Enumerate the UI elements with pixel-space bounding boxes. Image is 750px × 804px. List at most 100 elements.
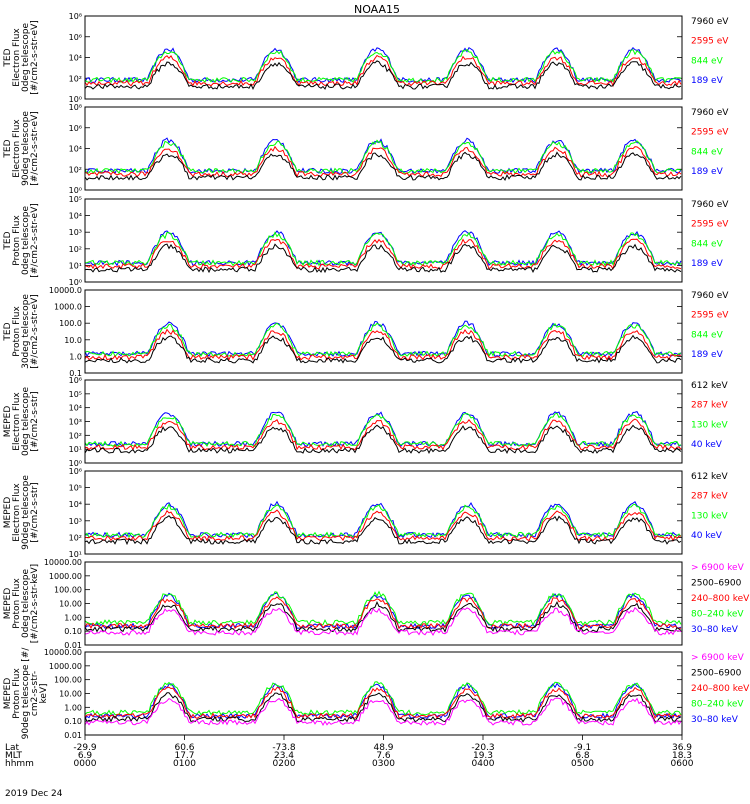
panel-8-frame <box>84 651 683 736</box>
panel-4-trace <box>85 322 682 358</box>
panel-7-ylabel: MEPEDProton Flux0deg telescope[#/cm2-s-s… <box>3 564 40 643</box>
panel-8-trace <box>85 686 682 720</box>
xaxis-tick-label: -20.3 <box>471 743 494 753</box>
panel-7-legend-entry: > 6900 keV <box>691 563 745 573</box>
panel-7-ytick: 0.01 <box>64 641 82 650</box>
panel-8-ytick: 10.00 <box>59 690 82 699</box>
panel-4-trace <box>85 320 682 358</box>
panel-2: TEDElectron Flux90deg telescope[#/cm2-s-… <box>3 103 729 195</box>
panel-5-legend-entry: 612 keV <box>691 381 728 391</box>
panel-2-trace <box>85 145 682 178</box>
panel-1-trace <box>85 48 682 84</box>
panel-1-ytick: 10⁰ <box>69 95 82 104</box>
panel-1-frame <box>84 15 683 100</box>
panel-3: TEDProton Flux0deg telescope[#/cm2-s-str… <box>3 195 729 287</box>
panel-8-ytick: 1.00 <box>64 703 82 712</box>
panel-5-ytick: 10⁴ <box>69 404 82 413</box>
panel-5-legend-entry: 40 keV <box>691 440 723 450</box>
panel-1-ytick: 10² <box>69 74 82 83</box>
panel-3-ylabel: TEDProton Flux0deg telescope[#/cm2-s-str… <box>3 203 40 278</box>
panel-2-ylabel: TEDElectron Flux90deg telescope[#/cm2-s-… <box>3 111 40 186</box>
panel-3-trace <box>85 238 682 270</box>
panel-7-trace <box>85 600 682 633</box>
panel-8-legend-entry: 2500–6900 <box>691 669 742 679</box>
panel-4-legend-entry: 189 eV <box>691 350 724 360</box>
xaxis-tick-label: 0100 <box>173 759 196 769</box>
panel-8-legend-entry: 240–800 keV <box>691 684 750 694</box>
panel-3-trace <box>85 231 682 267</box>
panel-3-legend-entry: 189 eV <box>691 259 724 269</box>
panel-3-ytick: 10² <box>69 245 82 254</box>
panel-5-ytick: 10² <box>69 431 82 440</box>
xaxis-tick-label: 0000 <box>74 759 97 769</box>
panel-2-ytick: 10⁰ <box>69 186 82 195</box>
panel-3-legend-entry: 844 eV <box>691 239 724 249</box>
panel-5: MEPEDElectron Flux0deg telescope[#/cm2-s… <box>3 376 728 468</box>
panel-6-trace <box>85 500 682 539</box>
panel-1-ytick: 10⁴ <box>69 54 82 63</box>
panel-7-ytick: 1.00 <box>64 613 82 622</box>
panel-8-ytick: 0.10 <box>64 717 82 726</box>
panel-5-trace <box>85 412 682 448</box>
panel-6-ytick: 10¹ <box>69 550 82 559</box>
panel-3-ytick: 10⁴ <box>69 212 82 221</box>
panel-8-trace <box>85 692 682 723</box>
panel-4-ytick: 1.0 <box>69 352 82 361</box>
panel-5-ytick: 10⁵ <box>69 390 82 399</box>
panel-6-legend-entry: 287 keV <box>691 492 728 502</box>
panel-4-ytick: 1000.0 <box>54 303 82 312</box>
xaxis-tick-label: 7.6 <box>376 751 391 761</box>
xaxis-tick-label: 17.7 <box>174 751 194 761</box>
panel-7-legend-entry: 30–80 keV <box>691 625 739 635</box>
panel-4-legend-entry: 844 eV <box>691 330 724 340</box>
panel-4-frame <box>84 289 683 374</box>
panel-3-frame <box>84 198 683 283</box>
panel-5-ytick: 10¹ <box>69 445 82 454</box>
panel-6-ytick: 10⁵ <box>69 484 82 493</box>
panel-4-ytick: 10000.0 <box>49 286 82 295</box>
xaxis-tick-label: 60.6 <box>174 743 194 753</box>
panel-1-trace <box>85 60 682 90</box>
xaxis-row-label: Lat <box>5 743 20 753</box>
panel-6-ytick: 10² <box>69 533 82 542</box>
xaxis-tick-label: -73.8 <box>272 743 296 753</box>
panel-2-legend-entry: 189 eV <box>691 167 724 177</box>
panel-5-legend-entry: 287 keV <box>691 401 728 411</box>
panel-7-legend-entry: 240–800 keV <box>691 594 750 604</box>
panel-6-trace <box>85 509 682 542</box>
panel-8-trace <box>85 681 682 716</box>
panel-8: MEPEDProton Flux90deg telescope [#/cm2-s… <box>3 647 750 740</box>
panel-6-ytick: 10⁶ <box>69 467 82 476</box>
panel-5-ytick: 10³ <box>69 418 82 427</box>
panel-6-trace <box>85 502 682 539</box>
panel-7-ytick: 1000.00 <box>49 572 82 581</box>
panel-2-trace <box>85 139 682 175</box>
panel-8-legend-entry: > 6900 keV <box>691 653 745 663</box>
panel-4-ytick: 100.0 <box>59 319 82 328</box>
panel-1-legend-entry: 189 eV <box>691 76 724 86</box>
panel-3-trace <box>85 243 682 274</box>
panel-7: MEPEDProton Flux0deg telescope[#/cm2-s-s… <box>3 558 750 650</box>
xaxis-tick-label: -9.1 <box>574 743 592 753</box>
panel-5-legend-entry: 130 keV <box>691 420 728 430</box>
panel-4-trace <box>85 334 682 364</box>
panel-7-trace <box>85 606 682 636</box>
panel-1-ytick: 10⁸ <box>69 12 82 21</box>
figure-title: NOAA15 <box>354 3 400 16</box>
xaxis-tick-label: -29.9 <box>73 743 97 753</box>
panel-1-trace <box>85 54 682 88</box>
xaxis-row-label: hhmm <box>5 759 34 769</box>
xaxis-tick-label: 19.3 <box>473 751 493 761</box>
panel-3-ytick: 10⁰ <box>69 278 82 287</box>
panel-6-ytick: 10³ <box>69 517 82 526</box>
xaxis-tick-label: 0400 <box>472 759 495 769</box>
panel-5-ytick: 10⁶ <box>69 376 82 385</box>
panel-3-legend-entry: 7960 eV <box>691 200 729 210</box>
panel-7-ytick: 100.00 <box>54 586 82 595</box>
date-label: 2019 Dec 24 <box>5 789 63 799</box>
panel-2-trace <box>85 151 682 182</box>
panel-2-legend-entry: 2595 eV <box>691 128 729 138</box>
panel-6-ylabel: MEPEDElectron Flux90deg telescope[#/cm2-… <box>3 475 40 550</box>
panel-1-legend-entry: 844 eV <box>691 56 724 66</box>
